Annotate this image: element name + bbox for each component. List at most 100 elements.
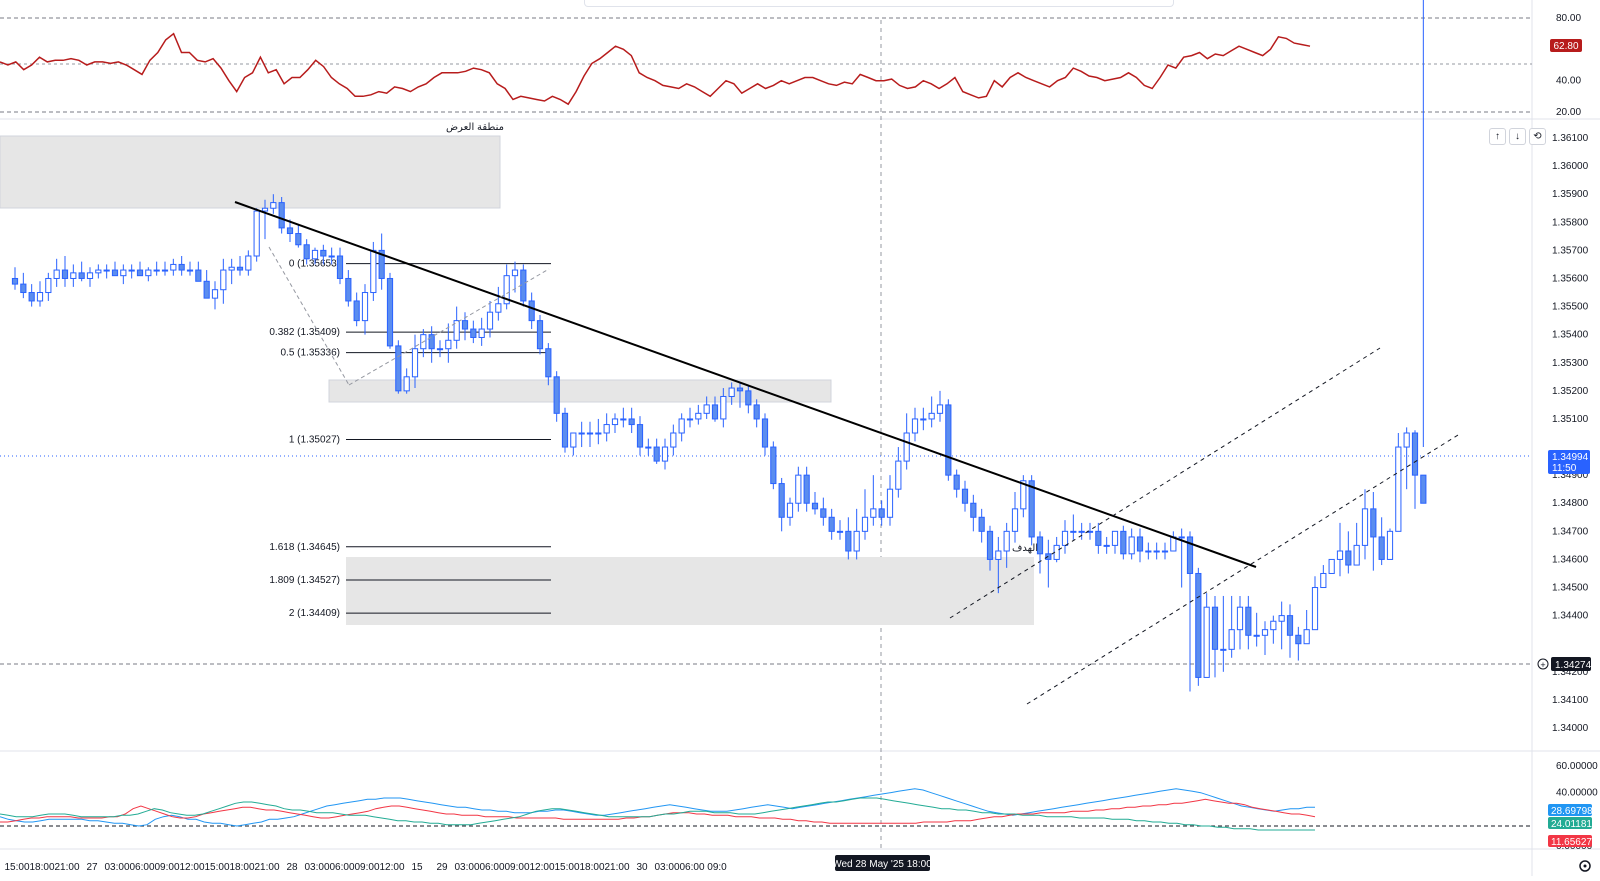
- candle: [470, 320, 477, 344]
- candle-body: [1311, 587, 1319, 631]
- scroll-up-button[interactable]: ↑: [1489, 128, 1506, 145]
- candle-body: [1103, 544, 1110, 547]
- rsi-tick-label: 20.00: [1556, 107, 1581, 118]
- candle-body: [161, 269, 169, 272]
- rsi-tick-label: 40.00: [1556, 76, 1581, 87]
- candle: [1178, 528, 1185, 588]
- price-tick-label: 1.36100: [1552, 133, 1589, 144]
- candle-body: [603, 424, 610, 434]
- time-tick-label: 18:00: [29, 862, 54, 873]
- rsi-tick-label: 80.00: [1556, 13, 1581, 24]
- candle: [753, 399, 760, 428]
- candle-body: [636, 424, 644, 448]
- candle: [870, 475, 877, 526]
- add-alert-icon[interactable]: [1537, 658, 1549, 670]
- candle: [1245, 595, 1252, 650]
- marked-price-bg: [1551, 657, 1591, 671]
- candle: [978, 508, 985, 543]
- candle-body: [61, 269, 69, 279]
- candle: [436, 340, 444, 358]
- time-tick-label: 27: [86, 862, 98, 873]
- candle: [170, 258, 177, 276]
- candle: [328, 247, 335, 265]
- top-toolbar[interactable]: [584, 0, 1174, 7]
- candle: [161, 261, 169, 276]
- candle: [1153, 542, 1160, 560]
- candle: [1336, 522, 1344, 577]
- candle: [1211, 595, 1219, 678]
- candle: [1420, 0, 1427, 504]
- candle: [361, 284, 369, 335]
- price-axis: 1.36100 1.36000 1.35900 1.35800 1.35700 1.356…: [1552, 133, 1589, 734]
- price-tick-label: 1.35900: [1552, 189, 1589, 200]
- candle: [1170, 531, 1177, 552]
- candle-body: [978, 516, 985, 532]
- candle-body: [645, 446, 652, 449]
- plus-glyph: +: [1540, 660, 1545, 670]
- time-tick-label: 03:00: [454, 862, 479, 873]
- candle-body: [836, 530, 844, 533]
- price-tick-label: 1.35100: [1552, 414, 1589, 425]
- time-axis: 15:00 18:00 21:00 27 03:00 06:00 09:00 12:00 15:…: [4, 862, 727, 873]
- candle-body: [53, 269, 60, 279]
- price-tick-label: 1.34200: [1552, 667, 1589, 678]
- candle-body: [911, 418, 919, 434]
- candle: [403, 368, 410, 394]
- candle-body: [28, 292, 35, 302]
- loop-button[interactable]: ⟲: [1529, 128, 1546, 145]
- scroll-down-button[interactable]: ↓: [1509, 128, 1526, 145]
- candle-body: [220, 269, 227, 291]
- candle: [136, 261, 144, 277]
- candle: [986, 525, 994, 571]
- candle-body: [203, 280, 210, 299]
- candle-body: [1028, 480, 1035, 538]
- candle: [1061, 520, 1069, 554]
- candle-body: [403, 376, 410, 392]
- candle: [553, 371, 560, 422]
- candle: [453, 306, 460, 349]
- candle-body: [886, 488, 894, 518]
- marked-price-badge[interactable]: + 1.34274: [1537, 657, 1592, 671]
- fib-label: 0.382 (1.35409): [269, 327, 340, 338]
- candle: [1403, 427, 1410, 490]
- candle-body: [1395, 446, 1402, 532]
- candle: [1236, 595, 1244, 650]
- candle-body: [136, 269, 144, 277]
- candle: [611, 413, 619, 433]
- candle-body: [778, 483, 785, 518]
- candle-body: [695, 412, 702, 420]
- candle: [20, 272, 27, 299]
- price-badge-value: 1.34994: [1552, 452, 1589, 463]
- candle-body: [895, 460, 902, 490]
- candle-body: [1370, 508, 1377, 538]
- candle: [820, 497, 827, 526]
- downtrend-line[interactable]: [234, 201, 1257, 568]
- candle: [503, 264, 510, 310]
- candle: [103, 264, 110, 279]
- gear-center: [1583, 864, 1587, 868]
- candle-body: [820, 508, 827, 518]
- candle: [536, 315, 544, 355]
- candle-body: [1386, 530, 1394, 560]
- settings-gear[interactable]: [1579, 860, 1591, 872]
- candle-body: [253, 210, 260, 257]
- time-tick-label: 12:00: [529, 862, 554, 873]
- candle-body: [86, 272, 94, 279]
- demand-zone-1: [328, 379, 832, 403]
- candle: [378, 233, 385, 290]
- candle-body: [803, 474, 810, 504]
- gear-icon[interactable]: [1579, 860, 1591, 872]
- candle-body: [111, 269, 119, 277]
- candle-body: [453, 320, 460, 341]
- di-minus-badge-bg: [1548, 835, 1592, 847]
- candle: [1203, 593, 1210, 678]
- candle-body: [670, 432, 677, 448]
- candle: [11, 267, 19, 290]
- candle: [1328, 558, 1335, 574]
- candle-body: [953, 474, 960, 490]
- time-tick-label: 15:00: [204, 862, 229, 873]
- candle-body: [495, 303, 502, 313]
- crosshair-time-text: Wed 28 May '25 18:00: [832, 859, 932, 870]
- candle-body: [1145, 550, 1152, 553]
